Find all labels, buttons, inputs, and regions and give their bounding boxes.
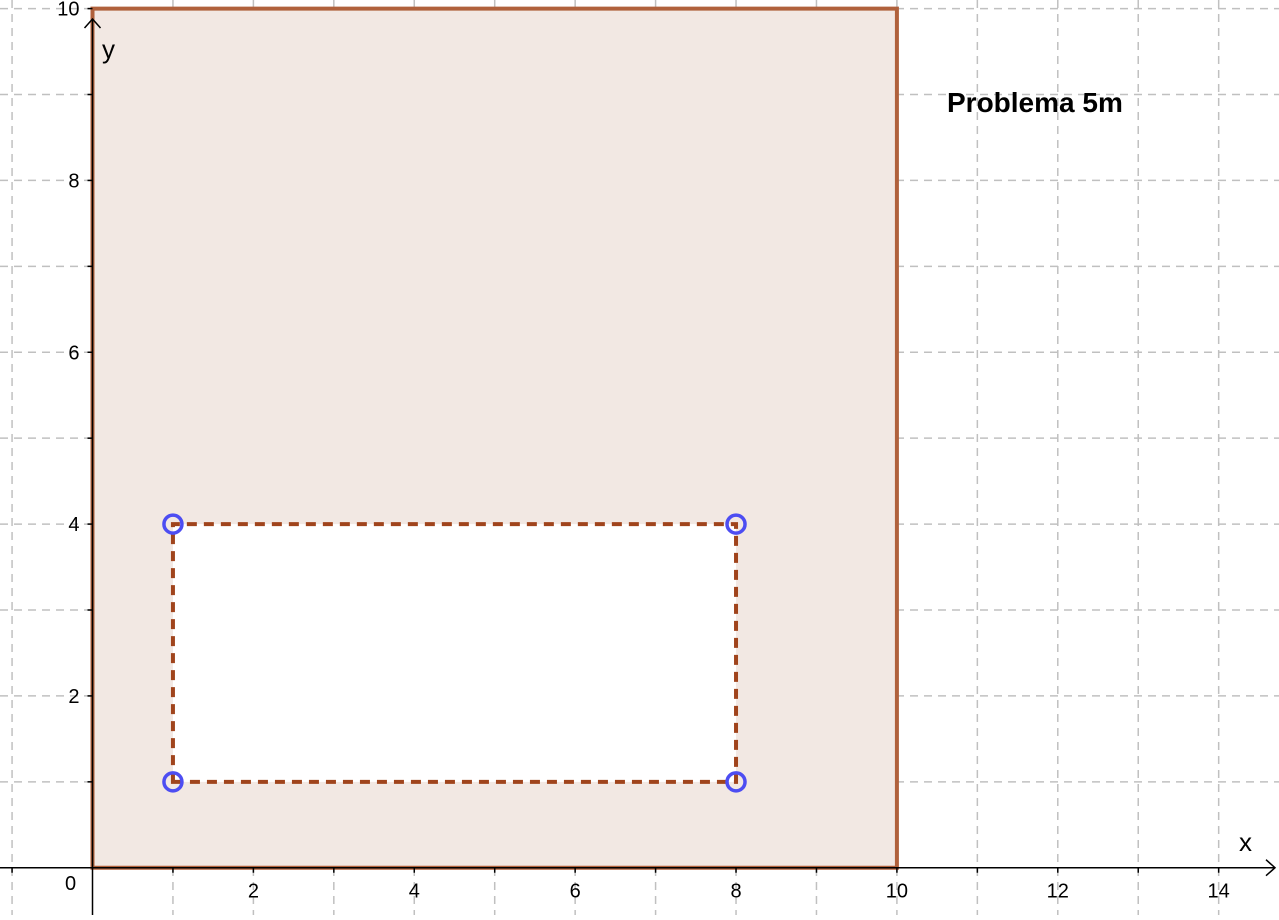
y-tick-label: 4 xyxy=(68,514,79,536)
origin-label: 0 xyxy=(65,873,76,895)
x-axis-label: x xyxy=(1239,827,1252,857)
x-tick-label: 2 xyxy=(248,881,259,903)
vertex-point[interactable] xyxy=(162,513,184,535)
x-tick-label: 6 xyxy=(570,881,581,903)
x-tick-label: 12 xyxy=(1047,881,1069,903)
x-tick-label: 14 xyxy=(1208,881,1230,903)
x-tick-label: 8 xyxy=(730,881,741,903)
x-tick-label: 4 xyxy=(409,881,420,903)
vertex-point[interactable] xyxy=(725,771,747,793)
x-tick-label: 10 xyxy=(886,881,908,903)
vertex-point[interactable] xyxy=(725,513,747,535)
y-tick-label: 2 xyxy=(68,686,79,708)
y-axis-arrow-icon xyxy=(83,17,102,29)
problem-title: Problema 5m xyxy=(947,87,1123,118)
inner-rectangle-fill xyxy=(172,524,737,782)
y-tick-label: 6 xyxy=(68,342,79,364)
x-axis-arrow-icon xyxy=(1265,859,1277,877)
y-tick-label: 10 xyxy=(57,0,79,21)
tick-labels: 2 4 6 8 10 12 14 2 4 6 8 10 xyxy=(57,0,1230,903)
vertex-point[interactable] xyxy=(162,771,184,793)
y-tick-label: 8 xyxy=(68,170,79,192)
y-axis-label: y xyxy=(102,34,115,64)
inner-rectangle-outline xyxy=(170,522,739,784)
points[interactable] xyxy=(162,513,747,793)
axes xyxy=(0,7,1277,915)
shapes xyxy=(90,6,899,870)
